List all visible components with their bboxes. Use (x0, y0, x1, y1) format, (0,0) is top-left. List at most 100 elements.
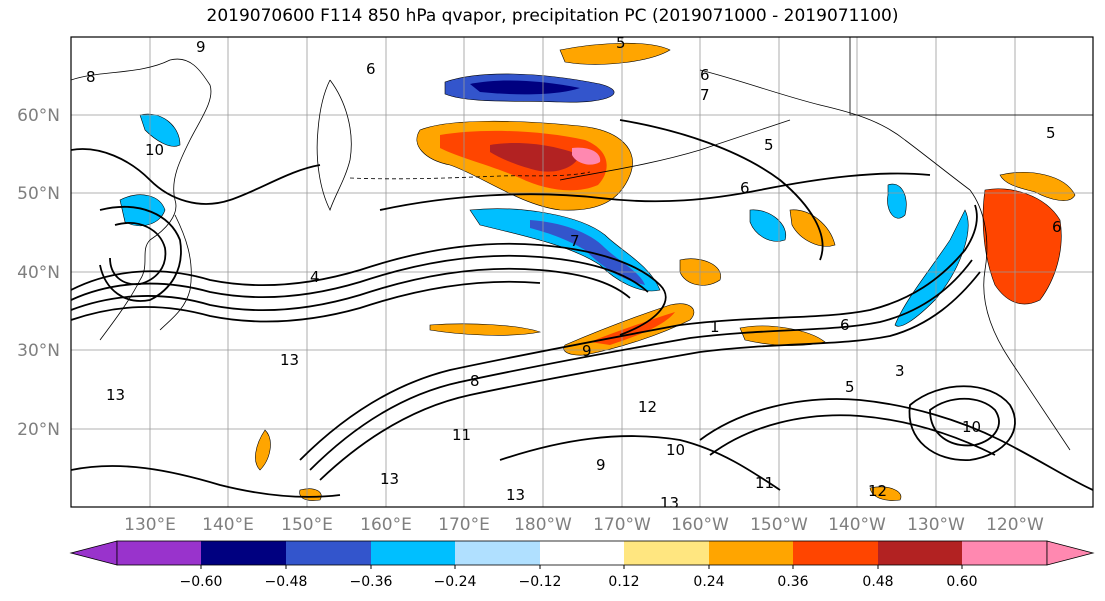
lat-axis: 60°N 50°N 40°N 30°N 20°N (17, 106, 60, 440)
colorbar-segment (117, 541, 201, 565)
contour-west-swirl-2 (109, 222, 167, 286)
colorbar-segment (624, 541, 709, 565)
contour-label: 13 (506, 486, 525, 504)
pos-patch-subtrop-core (590, 312, 675, 345)
coast-asia (71, 58, 212, 341)
contour-label: 9 (596, 456, 606, 474)
colorbar-segment (201, 541, 286, 565)
colorbar-tick-label: 0.24 (693, 574, 724, 590)
contour-south-west (71, 465, 341, 498)
coast-bering (559, 119, 791, 181)
coast-kamchatka (316, 79, 352, 212)
neg-patch-midpac-core (530, 220, 645, 285)
shaded-precip-anomaly: 9 8 6 5 7 6 10 5 6 7 4 13 13 12 9 11 13 … (71, 34, 1093, 512)
colorbar-extend-left (69, 540, 118, 566)
contour-gulf-1 (619, 119, 824, 261)
colorbar-segments (116, 540, 1048, 566)
colorbar-segment (540, 541, 624, 565)
lon-label: 170°W (593, 515, 651, 535)
contour-label: 6 (700, 66, 710, 84)
colorbar-tick-labels: −0.60 −0.48 −0.36 −0.24 −0.12 0.12 0.24 … (180, 574, 978, 590)
contour-label: 13 (280, 351, 299, 369)
contour-label: 5 (845, 378, 855, 396)
contour-label: 13 (660, 494, 679, 512)
coastlines (71, 37, 1093, 451)
lon-label: 150°E (281, 515, 333, 535)
colorbar-segment (878, 541, 962, 565)
colorbar-tick-label: 0.12 (608, 574, 639, 590)
coast-alaska (699, 69, 971, 191)
colorbar-segment (455, 541, 540, 565)
lon-label: 170°E (438, 515, 490, 535)
contour-label: 8 (470, 372, 480, 390)
contour-label: 5 (616, 34, 626, 52)
contour-label: 13 (106, 386, 125, 404)
colorbar-segment (286, 541, 371, 565)
colorbar-segment (793, 541, 878, 565)
pos-patch-west-south (255, 429, 271, 471)
map-frame (70, 36, 1094, 508)
border-canada (849, 37, 1093, 116)
contour-label: 7 (700, 86, 710, 104)
contour-label: 10 (145, 141, 164, 159)
colorbar-tick-label: −0.48 (265, 574, 308, 590)
lon-label: 130°W (907, 515, 965, 535)
pos-patch-east-pac-south (869, 486, 902, 501)
contour-nw-1 (71, 148, 321, 205)
contour-label: 12 (868, 482, 887, 500)
lat-label-50n: 50°N (17, 184, 60, 204)
contour-label: 6 (740, 179, 750, 197)
colorbar-tick-label: 0.36 (777, 574, 808, 590)
contour-jet-1 (71, 242, 667, 336)
colorbar: −0.60 −0.48 −0.36 −0.24 −0.12 0.12 0.24 … (69, 540, 1095, 590)
contour-label-layer: 9 8 6 5 7 6 10 5 6 7 4 13 13 12 9 11 13 … (86, 34, 1062, 512)
coast-namerica (969, 189, 1071, 451)
contour-jet-2 (71, 254, 649, 301)
contour-label: 4 (310, 268, 320, 286)
neg-patch-westcoast (894, 209, 969, 327)
pos-patch-north-strip (559, 42, 671, 65)
contour-label: 3 (895, 362, 905, 380)
lon-label: 150°W (750, 515, 808, 535)
contour-band-3 (319, 271, 981, 481)
contour-jet-3 (71, 267, 631, 312)
contour-label: 10 (962, 418, 981, 436)
lat-label-20n: 20°N (17, 420, 60, 440)
contour-label: 5 (764, 136, 774, 154)
lon-label: 120°W (986, 515, 1044, 535)
neg-patch-small (887, 183, 907, 219)
neg-patch-japan (119, 194, 166, 226)
lon-label: 160°E (360, 515, 412, 535)
lon-label: 140°W (828, 515, 886, 535)
pos-patch-bering-dark (490, 143, 580, 172)
contour-mid-south (499, 435, 781, 491)
lon-axis: 130°E 140°E 150°E 160°E 170°E 180°W 170°… (124, 515, 1044, 535)
contour-label: 6 (1052, 218, 1062, 236)
contour-label: 6 (366, 60, 376, 78)
contour-label: 11 (755, 474, 774, 492)
contour-label: 10 (666, 441, 685, 459)
contour-label: 12 (638, 398, 657, 416)
lon-label: 130°E (124, 515, 176, 535)
colorbar-extend-right (1046, 540, 1095, 566)
contour-label: 9 (196, 38, 206, 56)
contour-label: 9 (582, 342, 592, 360)
colorbar-segment (371, 541, 455, 565)
contour-label: 6 (840, 316, 850, 334)
colorbar-segment (709, 541, 793, 565)
contour-south-1 (699, 398, 1093, 491)
colorbar-tick-label: 0.48 (862, 574, 893, 590)
pos-patch-east-small (789, 209, 836, 247)
figure-title: 2019070600 F114 850 hPa qvapor, precipit… (206, 6, 899, 26)
coast-japan (159, 214, 192, 331)
contour-label: 5 (1046, 124, 1056, 142)
contour-south-2 (709, 414, 996, 456)
contour-band-1 (299, 204, 978, 461)
contour-high-2 (908, 385, 1016, 461)
lon-label: 180°W (514, 515, 572, 535)
pos-patch-midpac-line (429, 323, 542, 336)
colorbar-tick-label: −0.24 (434, 574, 477, 590)
map-panel: 9 8 6 5 7 6 10 5 6 7 4 13 13 12 9 11 13 … (70, 34, 1094, 512)
lat-label-60n: 60°N (17, 106, 60, 126)
